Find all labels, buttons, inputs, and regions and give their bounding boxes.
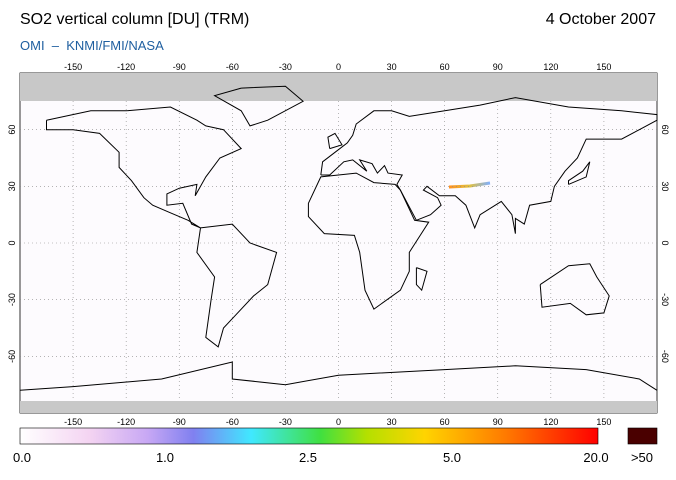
lat-tick-label: -60 xyxy=(660,350,670,363)
lon-tick-label: 120 xyxy=(543,62,558,72)
lat-tick-label: 30 xyxy=(7,181,17,191)
lon-tick-label: 0 xyxy=(336,62,341,72)
lon-tick-label: -90 xyxy=(173,417,186,427)
coastline xyxy=(46,106,243,229)
lon-tick-label: 90 xyxy=(493,62,503,72)
colorbar-over-label: >50 xyxy=(631,450,653,465)
lat-tick-label: 60 xyxy=(660,125,670,135)
lon-tick-label: -30 xyxy=(279,417,292,427)
colorbar-label: 20.0 xyxy=(583,450,608,465)
colorbar-label: 5.0 xyxy=(443,450,461,465)
date: 4 October 2007 xyxy=(546,11,656,28)
coastline xyxy=(196,223,278,348)
lat-tick-label: 0 xyxy=(7,240,17,245)
title: SO2 vertical column [DU] (TRM) xyxy=(20,11,249,28)
lon-tick-label: 150 xyxy=(596,62,611,72)
lon-tick-label: 60 xyxy=(440,417,450,427)
lon-tick-label: -90 xyxy=(173,62,186,72)
lon-tick-label: -30 xyxy=(279,62,292,72)
coastline xyxy=(327,132,343,150)
coastline xyxy=(320,97,658,234)
coastline xyxy=(539,263,610,316)
colorbar-over xyxy=(627,427,658,445)
colorbar-label: 2.5 xyxy=(299,450,317,465)
no-data-south xyxy=(20,401,657,413)
lon-tick-label: 90 xyxy=(493,417,503,427)
colorbar xyxy=(19,427,599,445)
lon-tick-label: -60 xyxy=(226,62,239,72)
coastline xyxy=(415,267,428,292)
coastline xyxy=(213,85,304,127)
coastline xyxy=(19,361,658,391)
lat-tick-label: 0 xyxy=(660,240,670,245)
source: OMI – KNMI/FMI/NASA xyxy=(20,38,164,53)
lat-tick-label: -30 xyxy=(660,293,670,306)
no-data-north xyxy=(20,73,657,101)
lon-tick-label: 150 xyxy=(596,417,611,427)
lon-tick-label: 30 xyxy=(387,62,397,72)
lon-tick-label: -150 xyxy=(64,62,82,72)
colorbar-label: 1.0 xyxy=(156,450,174,465)
lon-tick-label: -150 xyxy=(64,417,82,427)
lat-tick-label: -60 xyxy=(7,350,17,363)
lat-tick-label: 30 xyxy=(660,181,670,191)
lat-tick-label: 60 xyxy=(7,125,17,135)
map xyxy=(19,72,658,414)
coastline xyxy=(307,172,430,310)
so2-plume xyxy=(448,181,491,189)
lon-tick-label: -120 xyxy=(117,417,135,427)
lon-tick-label: 0 xyxy=(336,417,341,427)
colorbar-label: 0.0 xyxy=(13,450,31,465)
lat-tick-label: -30 xyxy=(7,293,17,306)
coastline xyxy=(568,161,591,185)
lon-tick-label: 30 xyxy=(387,417,397,427)
lon-tick-label: -120 xyxy=(117,62,135,72)
lon-tick-label: -60 xyxy=(226,417,239,427)
lon-tick-label: 60 xyxy=(440,62,450,72)
lon-tick-label: 120 xyxy=(543,417,558,427)
